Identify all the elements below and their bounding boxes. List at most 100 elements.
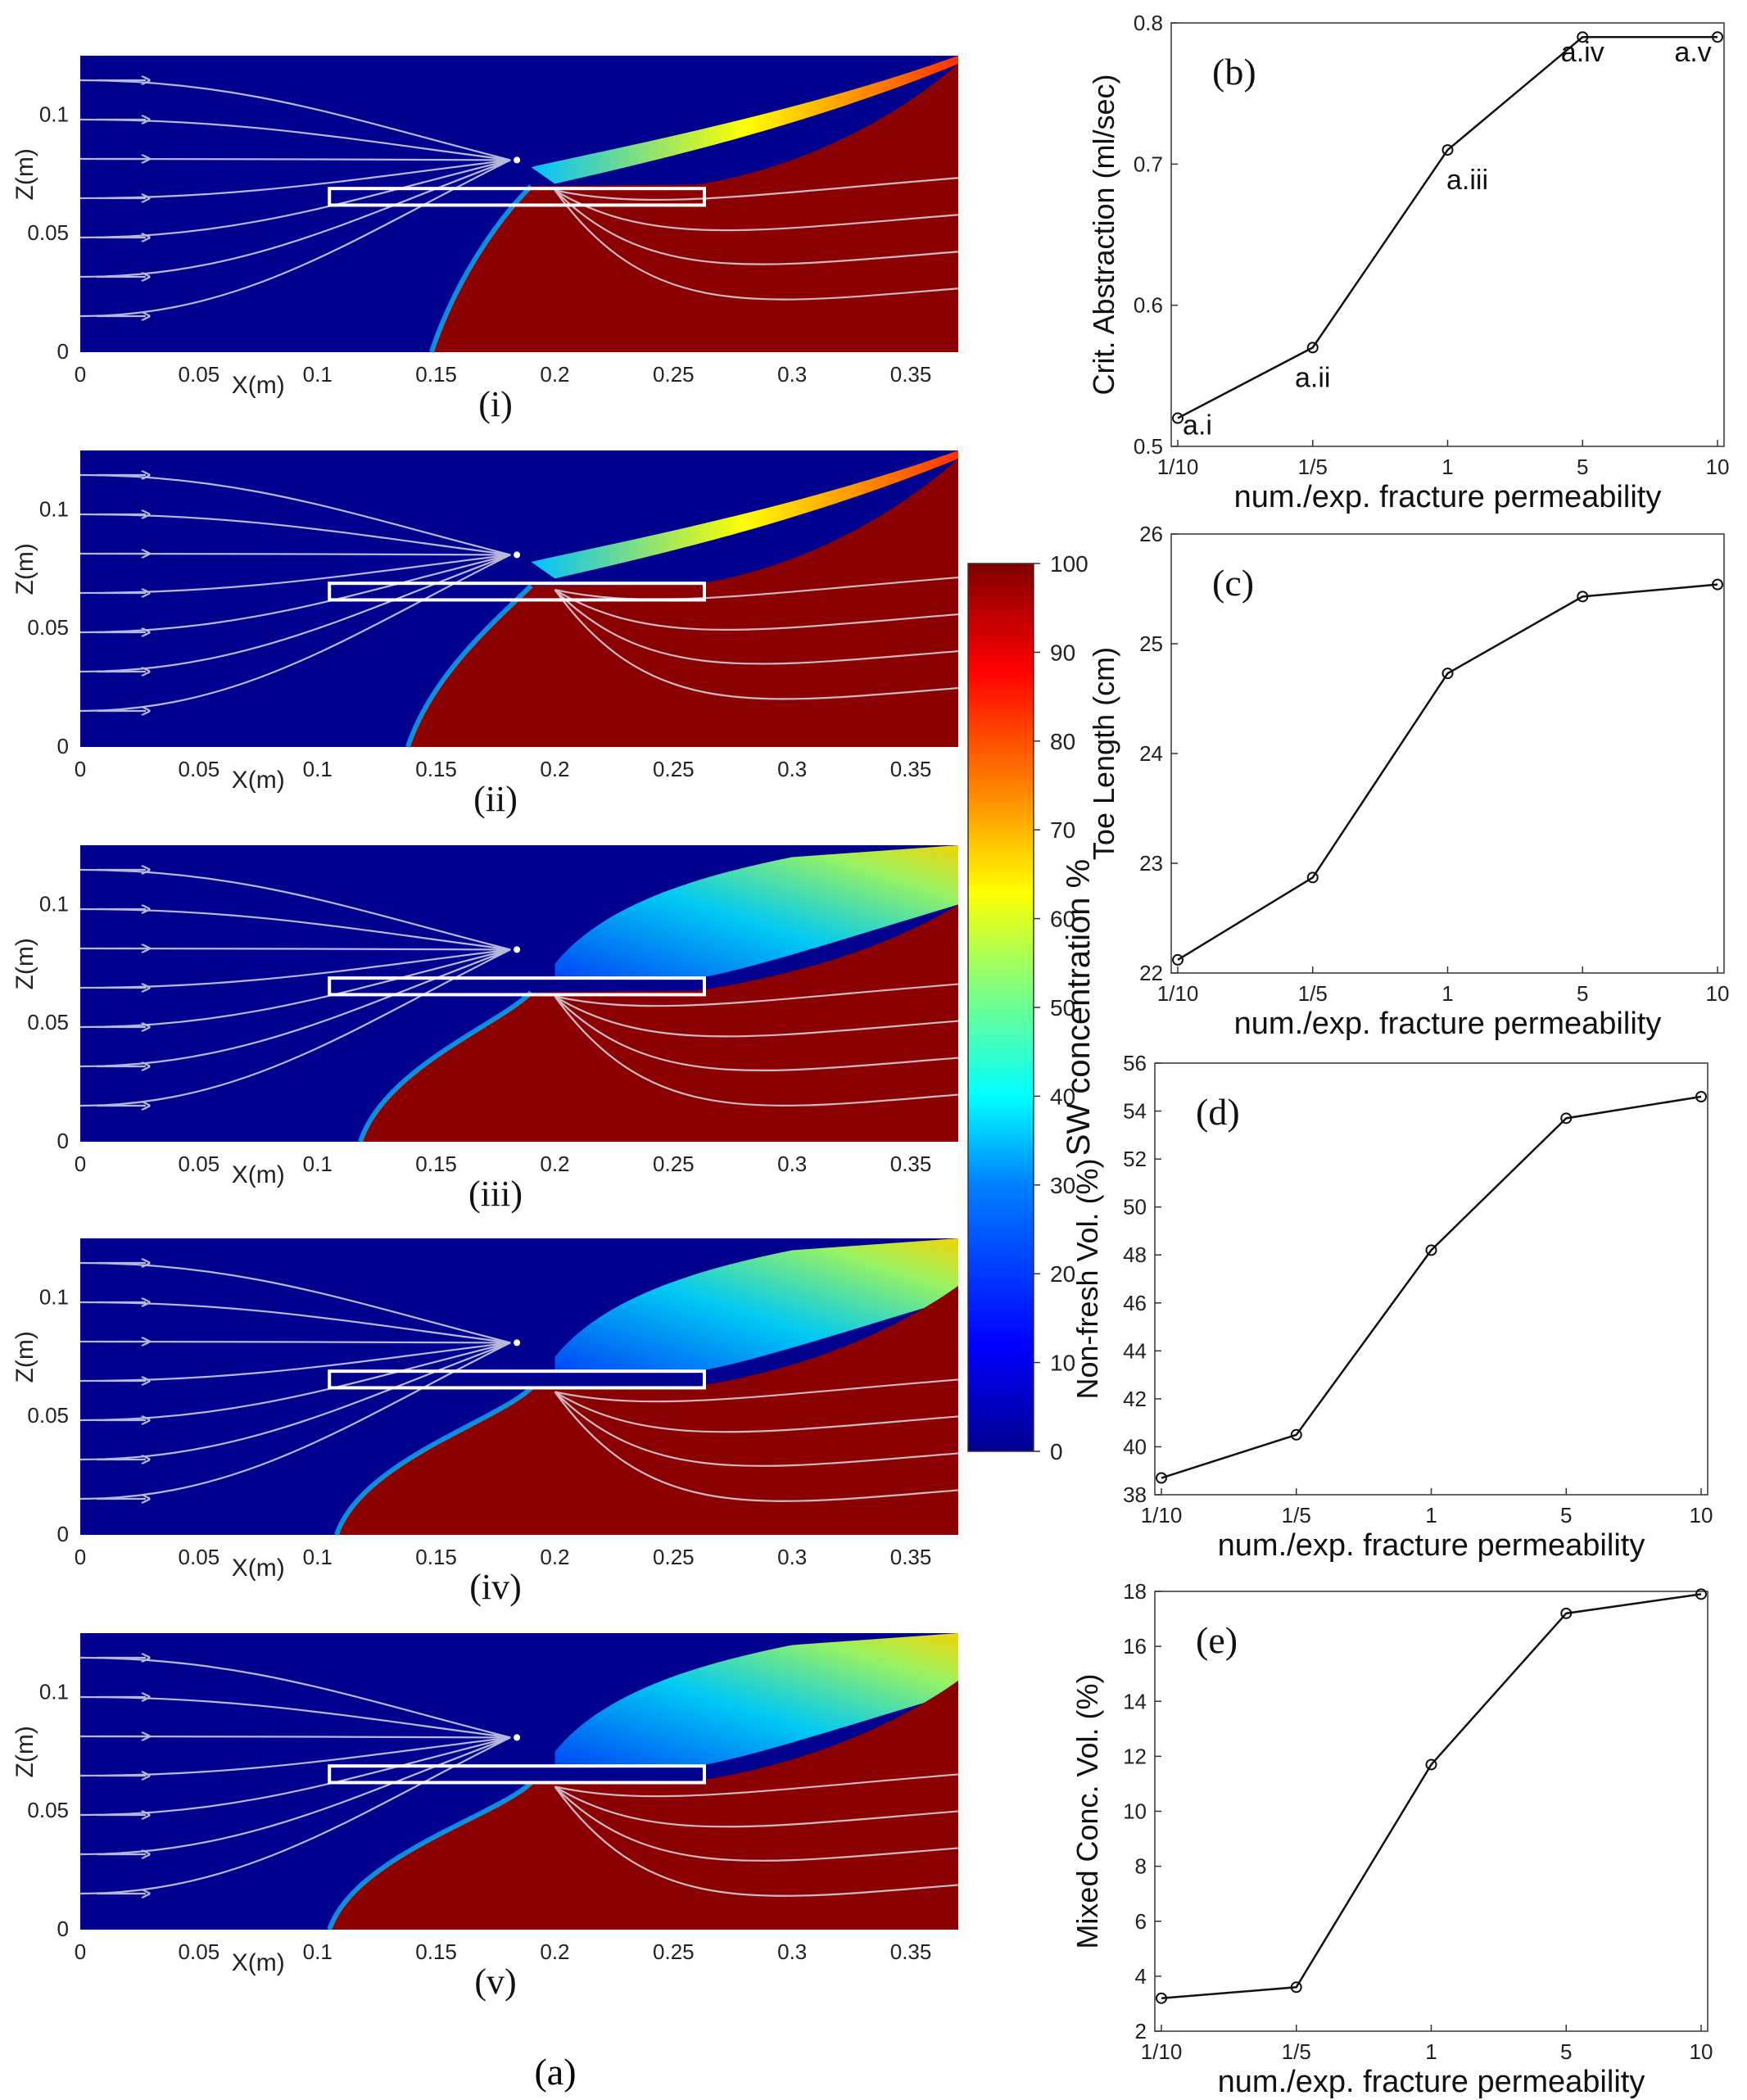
- streamlines: [79, 1263, 959, 1502]
- x-tick-label: 0.1: [303, 1152, 333, 1176]
- x-tick-label: 0.15: [415, 1152, 457, 1176]
- streamlines: [79, 1658, 959, 1896]
- x-tick-label: 0.1: [303, 757, 333, 781]
- interface-line: [358, 990, 533, 1143]
- x-tick-label: 0.1: [303, 1939, 333, 1964]
- streamline: [554, 1773, 959, 1798]
- y-axis-label: Z(m): [11, 148, 38, 200]
- panel-label: (c): [1212, 562, 1254, 604]
- x-tick-label: 0.05: [179, 757, 220, 781]
- x-tick-label: 0.35: [890, 757, 932, 781]
- data-point: [1306, 342, 1319, 354]
- y-tick-label: 12: [1123, 1744, 1147, 1768]
- series-line: [1177, 583, 1718, 961]
- streamline: [554, 1378, 959, 1403]
- x-tick-label: 10: [1706, 455, 1730, 479]
- streamline: [554, 995, 959, 1072]
- x-tick-label: 1/5: [1282, 1503, 1311, 1527]
- streamlines: [79, 475, 959, 711]
- y-tick-label: 0.7: [1134, 152, 1163, 176]
- streamline: [554, 589, 959, 631]
- x-tick-label: 0.25: [653, 1545, 695, 1569]
- panel-label: (iii): [468, 1174, 523, 1214]
- colorbar: 0 10 20 30 40 50 60 70 80 90 100 SW concentration %: [967, 551, 1097, 1464]
- x-tick-label: 0.15: [415, 362, 457, 387]
- streamline: [554, 189, 959, 232]
- y-tick-label: 44: [1123, 1338, 1147, 1363]
- saline-wedge: [407, 459, 958, 747]
- y-tick-label: 0.05: [27, 1798, 69, 1822]
- y-tick-label: 0.1: [39, 891, 69, 916]
- x-tick-label: 1/10: [1141, 2039, 1183, 2064]
- data-point: [1290, 1981, 1302, 1994]
- y-axis-label: Toe Length (cm): [1087, 647, 1120, 860]
- series-line: [1161, 1095, 1702, 1479]
- y-tick-label: 0.05: [27, 1403, 69, 1428]
- y-tick-label: 38: [1123, 1482, 1147, 1507]
- x-tick-label: 0.35: [890, 362, 932, 387]
- y-tick-label: 42: [1123, 1387, 1147, 1411]
- y-tick-label: 52: [1123, 1147, 1147, 1171]
- y-tick-label: 24: [1139, 741, 1163, 766]
- streamline: [554, 1391, 959, 1467]
- x-tick-label: 0.15: [415, 1939, 457, 1964]
- x-axis-label: num./exp. fracture permeability: [1234, 1007, 1662, 1041]
- plot-frame: [1154, 1591, 1709, 2032]
- interface-line: [334, 1386, 533, 1536]
- colorbar-tick-label: 20: [1050, 1261, 1075, 1287]
- x-axis-label: X(m): [232, 1949, 285, 1976]
- fracture-outline: [328, 187, 706, 207]
- figure-label: (a): [534, 2051, 576, 2093]
- fracture-outline: [328, 1369, 706, 1390]
- data-point: [1577, 31, 1589, 43]
- point-annotation: a.v: [1674, 37, 1711, 68]
- x-tick-label: 0: [75, 362, 86, 387]
- x-tick-label: 5: [1577, 981, 1588, 1006]
- x-tick-label: 0.35: [890, 1545, 932, 1569]
- x-tick-label: 0.3: [777, 362, 807, 387]
- colorbar-tick-label: 30: [1050, 1173, 1075, 1198]
- x-tick-label: 1/10: [1141, 1503, 1183, 1527]
- fracture-outline: [328, 1764, 706, 1785]
- interface-line: [327, 1781, 533, 1930]
- y-tick-label: 14: [1123, 1689, 1147, 1713]
- streamline: [554, 576, 959, 600]
- y-tick-label: 50: [1123, 1195, 1147, 1220]
- point-annotation: a.ii: [1295, 362, 1330, 393]
- data-point: [1172, 412, 1184, 424]
- abstraction-well: [514, 1734, 521, 1741]
- panel-label: (v): [474, 1962, 516, 2002]
- colorbar-tick-label: 60: [1050, 907, 1075, 932]
- point-annotation: a.iii: [1446, 165, 1488, 196]
- streamline: [554, 1391, 959, 1502]
- streamline: [554, 995, 959, 1107]
- x-tick-label: 5: [1560, 2039, 1572, 2064]
- x-tick-label: 10: [1690, 2039, 1713, 2064]
- x-tick-label: 0.05: [179, 1545, 220, 1569]
- streamline: [554, 995, 959, 1038]
- y-tick-label: 0: [57, 1522, 69, 1546]
- x-tick-label: 1/5: [1298, 981, 1328, 1006]
- panel-label: (d): [1196, 1091, 1240, 1133]
- y-tick-label: 0: [57, 339, 69, 364]
- y-tick-label: 2: [1135, 2019, 1147, 2043]
- x-tick-label: 0.3: [777, 757, 807, 781]
- panel-label: (b): [1212, 51, 1256, 93]
- y-axis-label: Z(m): [11, 543, 38, 595]
- x-tick-label: 5: [1577, 455, 1588, 479]
- flow-panel: 0 0.05 0.1 0 0.05 0.1 0.15 0.2 0.25 0.3 0.35 X(m) Z(…: [11, 845, 959, 1214]
- line-chart: 2 4 6 8 10 12 14 16 18 1/10 1/5 1 5 10 num./exp. fract…: [1070, 1579, 1713, 2099]
- x-tick-label: 0: [75, 1152, 86, 1176]
- x-tick-label: 0.35: [890, 1152, 932, 1176]
- interface-line: [428, 184, 533, 353]
- x-tick-label: 0.25: [653, 1152, 695, 1176]
- colorbar-tick-label: 40: [1050, 1084, 1075, 1109]
- x-tick-label: 1/10: [1157, 981, 1199, 1006]
- flow-panels: 0 0.05 0.1 0 0.05 0.1 0.15 0.2 0.25 0.3 0.35 X(m) Z(…: [11, 56, 959, 2002]
- line-charts: 0.5 0.6 0.7 0.8 1/10 1/5 1 5 10 num./exp. fractur…: [1070, 11, 1729, 2099]
- streamline: [554, 177, 959, 201]
- data-point: [1425, 1758, 1437, 1771]
- y-tick-label: 6: [1135, 1909, 1147, 1934]
- streamline: [554, 1391, 959, 1433]
